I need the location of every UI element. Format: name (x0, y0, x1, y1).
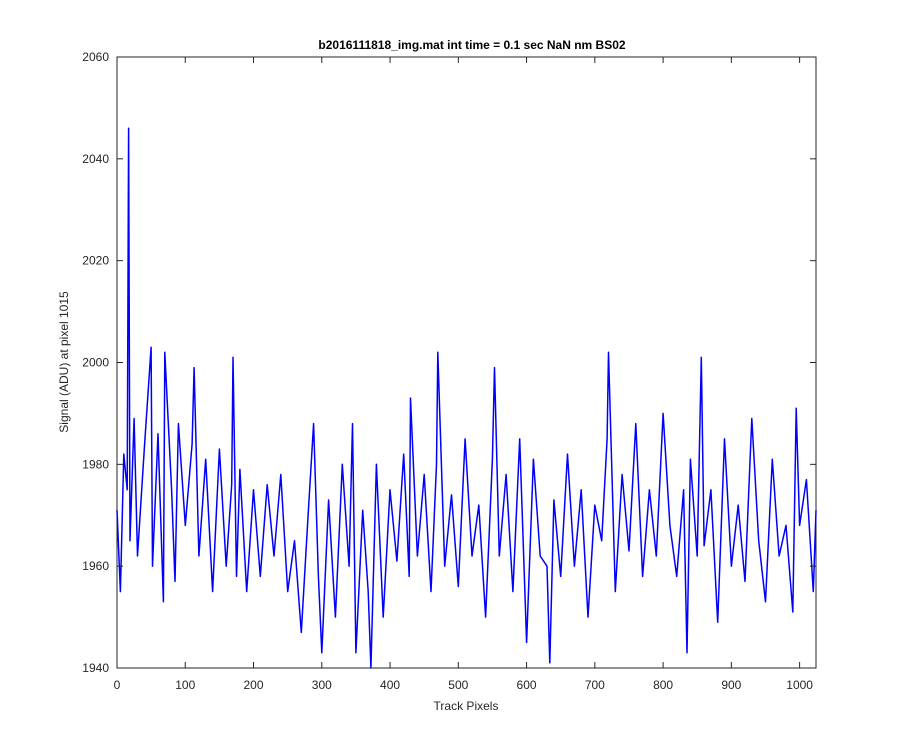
x-tick-label: 500 (448, 678, 468, 692)
x-tick-label: 100 (175, 678, 195, 692)
x-tick-label: 600 (517, 678, 537, 692)
y-tick-label: 2060 (82, 50, 109, 64)
x-axis-label: Track Pixels (434, 699, 499, 713)
series-line (116, 127, 817, 669)
x-tick-label: 800 (653, 678, 673, 692)
x-tick-label: 200 (244, 678, 264, 692)
plot-area (116, 56, 817, 669)
x-tick-label: 900 (721, 678, 741, 692)
x-tick-label: 400 (380, 678, 400, 692)
x-axis: 0 100 200 300 400 500 600 700 800 900 1000 (114, 57, 813, 692)
y-tick-label: 1940 (82, 661, 109, 675)
chart-title: b2016111818_img.mat int time = 0.1 sec N… (318, 38, 625, 52)
y-tick-label: 2040 (82, 152, 109, 166)
x-tick-label: 700 (585, 678, 605, 692)
y-axis-label: Signal (ADU) at pixel 1015 (57, 291, 71, 433)
x-tick-label: 0 (114, 678, 121, 692)
y-tick-label: 2020 (82, 254, 109, 268)
x-tick-label: 300 (312, 678, 332, 692)
x-tick-label: 1000 (786, 678, 813, 692)
y-tick-label: 1980 (82, 457, 109, 471)
y-tick-label: 2000 (82, 356, 109, 370)
y-tick-label: 1960 (82, 559, 109, 573)
y-axis: 1940 1960 1980 2000 2020 2040 2060 (82, 50, 816, 675)
